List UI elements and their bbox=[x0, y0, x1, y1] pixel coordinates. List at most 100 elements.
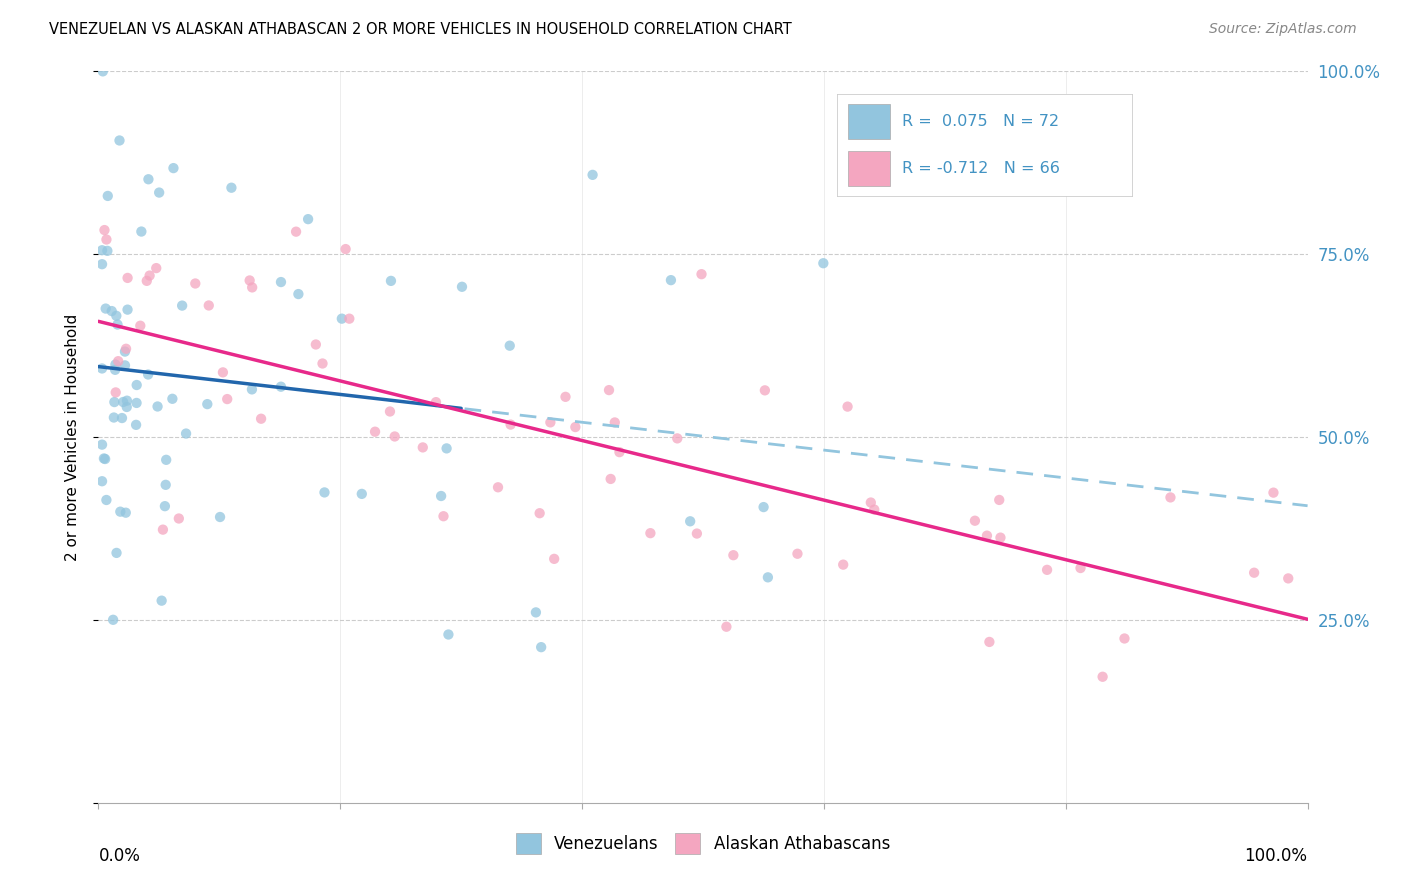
Point bbox=[131, 225, 153, 239]
Point bbox=[155, 453, 177, 467]
Point bbox=[129, 318, 152, 333]
Point bbox=[136, 368, 159, 382]
Text: R =  0.075   N = 72: R = 0.075 N = 72 bbox=[901, 114, 1059, 128]
Point bbox=[104, 385, 127, 400]
Point bbox=[451, 280, 474, 294]
Point bbox=[859, 495, 882, 509]
Point bbox=[91, 64, 114, 78]
Point bbox=[197, 298, 219, 312]
Point bbox=[581, 168, 603, 182]
Point bbox=[988, 492, 1011, 507]
Point bbox=[104, 363, 127, 377]
Point bbox=[640, 526, 662, 541]
Point bbox=[125, 378, 148, 392]
Point bbox=[125, 417, 148, 432]
Point bbox=[93, 451, 115, 466]
Point bbox=[250, 411, 273, 425]
Point bbox=[174, 426, 197, 441]
Point bbox=[412, 441, 434, 455]
Legend: Venezuelans, Alaskan Athabascans: Venezuelans, Alaskan Athabascans bbox=[509, 827, 897, 860]
Point bbox=[270, 380, 292, 394]
Point bbox=[239, 273, 262, 287]
Point bbox=[499, 339, 522, 353]
Point bbox=[297, 212, 319, 227]
Point bbox=[172, 299, 194, 313]
Point bbox=[314, 485, 336, 500]
Point bbox=[117, 271, 139, 285]
Point bbox=[813, 256, 835, 270]
Point bbox=[285, 225, 308, 239]
Point bbox=[184, 277, 207, 291]
Point bbox=[107, 318, 129, 332]
Point bbox=[91, 244, 114, 258]
Point bbox=[335, 242, 357, 256]
Point bbox=[115, 400, 138, 414]
Point bbox=[603, 416, 626, 430]
Point bbox=[832, 558, 855, 572]
Point bbox=[96, 244, 118, 258]
Point bbox=[93, 223, 115, 237]
Point bbox=[486, 480, 509, 494]
Point bbox=[138, 268, 160, 283]
Point bbox=[1159, 491, 1181, 505]
Point bbox=[425, 395, 447, 409]
Text: Source: ZipAtlas.com: Source: ZipAtlas.com bbox=[1209, 22, 1357, 37]
Point bbox=[94, 452, 117, 467]
Point bbox=[112, 395, 135, 409]
Point bbox=[1091, 670, 1114, 684]
Text: 100.0%: 100.0% bbox=[1244, 847, 1308, 864]
Point bbox=[1263, 485, 1285, 500]
Point bbox=[543, 552, 565, 566]
Point bbox=[1070, 561, 1092, 575]
Point bbox=[690, 267, 713, 281]
Point bbox=[125, 396, 148, 410]
Point bbox=[378, 404, 401, 418]
Point bbox=[990, 531, 1012, 545]
Point bbox=[155, 478, 177, 492]
Point bbox=[115, 342, 138, 356]
Point bbox=[107, 354, 129, 368]
Point bbox=[103, 410, 125, 425]
Point bbox=[150, 593, 173, 607]
Point bbox=[114, 506, 136, 520]
Point bbox=[217, 392, 239, 406]
Point bbox=[330, 311, 353, 326]
Text: R = -0.712   N = 66: R = -0.712 N = 66 bbox=[901, 161, 1059, 176]
Point bbox=[564, 420, 586, 434]
Point bbox=[240, 280, 263, 294]
Point bbox=[91, 474, 114, 488]
Point bbox=[96, 233, 118, 247]
Point bbox=[364, 425, 387, 439]
Point bbox=[837, 400, 859, 414]
Point bbox=[599, 472, 621, 486]
Point bbox=[963, 514, 986, 528]
Point bbox=[1114, 632, 1136, 646]
Point bbox=[91, 257, 114, 271]
Point bbox=[432, 509, 454, 524]
Point bbox=[723, 548, 745, 562]
Point bbox=[111, 411, 134, 425]
Point bbox=[135, 274, 157, 288]
Point bbox=[104, 358, 127, 372]
Point bbox=[529, 506, 551, 520]
Bar bbox=[848, 151, 890, 186]
Point bbox=[756, 570, 779, 584]
Point bbox=[195, 397, 218, 411]
Point bbox=[686, 526, 709, 541]
Point bbox=[153, 499, 176, 513]
Point bbox=[659, 273, 682, 287]
Point bbox=[97, 189, 120, 203]
Point bbox=[101, 613, 124, 627]
Point bbox=[976, 529, 998, 543]
Point bbox=[380, 274, 402, 288]
Point bbox=[287, 287, 309, 301]
Point bbox=[1243, 566, 1265, 580]
Point bbox=[350, 487, 373, 501]
Point bbox=[221, 180, 243, 194]
Point bbox=[91, 437, 114, 451]
Point bbox=[270, 275, 292, 289]
Point bbox=[666, 431, 689, 445]
Point bbox=[148, 186, 170, 200]
Point bbox=[96, 493, 118, 508]
Point bbox=[94, 301, 117, 316]
